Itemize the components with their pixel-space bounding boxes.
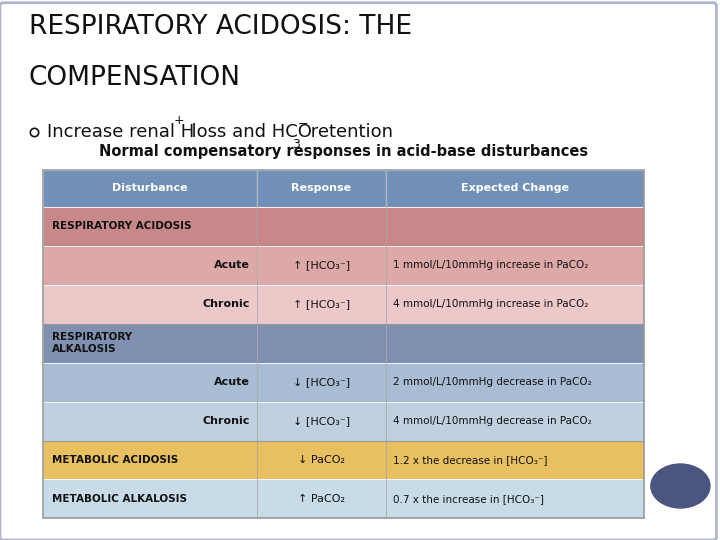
Text: Acute: Acute bbox=[214, 377, 249, 387]
Bar bbox=[43, 170, 644, 518]
Text: ↑ PaCO₂: ↑ PaCO₂ bbox=[298, 494, 345, 504]
Bar bbox=[43, 207, 644, 246]
Text: ↓ [HCO₃⁻]: ↓ [HCO₃⁻] bbox=[293, 416, 350, 426]
Text: 1.2 x the decrease in [HCO₃⁻]: 1.2 x the decrease in [HCO₃⁻] bbox=[393, 455, 548, 465]
Bar bbox=[386, 170, 644, 207]
Bar bbox=[43, 363, 644, 402]
Bar bbox=[43, 246, 644, 285]
Bar bbox=[43, 170, 256, 207]
Text: Response: Response bbox=[291, 184, 351, 193]
Text: 0.7 x the increase in [HCO₃⁻]: 0.7 x the increase in [HCO₃⁻] bbox=[393, 494, 544, 504]
Text: ↑ [HCO₃⁻]: ↑ [HCO₃⁻] bbox=[293, 299, 350, 309]
Text: COMPENSATION: COMPENSATION bbox=[29, 65, 240, 91]
FancyBboxPatch shape bbox=[0, 3, 716, 540]
Text: 1 mmol/L/10mmHg increase in PaCO₂: 1 mmol/L/10mmHg increase in PaCO₂ bbox=[393, 260, 588, 270]
Text: 2 mmol/L/10mmHg decrease in PaCO₂: 2 mmol/L/10mmHg decrease in PaCO₂ bbox=[393, 377, 592, 387]
Text: ↓ PaCO₂: ↓ PaCO₂ bbox=[298, 455, 345, 465]
Text: ↑ [HCO₃⁻]: ↑ [HCO₃⁻] bbox=[293, 260, 350, 270]
Bar bbox=[43, 323, 644, 363]
Text: +: + bbox=[174, 114, 184, 127]
Text: Chronic: Chronic bbox=[202, 416, 249, 426]
Text: ↓ [HCO₃⁻]: ↓ [HCO₃⁻] bbox=[293, 377, 350, 387]
Text: −: − bbox=[297, 118, 308, 131]
Text: 4 mmol/L/10mmHg decrease in PaCO₂: 4 mmol/L/10mmHg decrease in PaCO₂ bbox=[393, 416, 592, 426]
Text: Disturbance: Disturbance bbox=[112, 184, 188, 193]
Bar bbox=[43, 480, 644, 518]
Text: Increase renal H: Increase renal H bbox=[47, 123, 194, 141]
Bar bbox=[43, 285, 644, 323]
Text: METABOLIC ALKALOSIS: METABOLIC ALKALOSIS bbox=[52, 494, 187, 504]
Text: loss and HCO: loss and HCO bbox=[180, 123, 312, 141]
Bar bbox=[43, 402, 644, 441]
Circle shape bbox=[650, 463, 711, 509]
Text: retention: retention bbox=[305, 123, 392, 141]
Text: RESPIRATORY
ALKALOSIS: RESPIRATORY ALKALOSIS bbox=[52, 332, 132, 354]
Text: RESPIRATORY ACIDOSIS: RESPIRATORY ACIDOSIS bbox=[52, 221, 192, 231]
Text: 3: 3 bbox=[292, 138, 300, 151]
Text: 4 mmol/L/10mmHg increase in PaCO₂: 4 mmol/L/10mmHg increase in PaCO₂ bbox=[393, 299, 588, 309]
Text: Expected Change: Expected Change bbox=[461, 184, 569, 193]
Bar bbox=[256, 170, 386, 207]
Text: Normal compensatory responses in acid-base disturbances: Normal compensatory responses in acid-ba… bbox=[99, 144, 588, 159]
Text: METABOLIC ACIDOSIS: METABOLIC ACIDOSIS bbox=[52, 455, 178, 465]
Text: RESPIRATORY ACIDOSIS: THE: RESPIRATORY ACIDOSIS: THE bbox=[29, 14, 412, 39]
Text: Acute: Acute bbox=[214, 260, 249, 270]
Text: Chronic: Chronic bbox=[202, 299, 249, 309]
Bar bbox=[43, 441, 644, 480]
